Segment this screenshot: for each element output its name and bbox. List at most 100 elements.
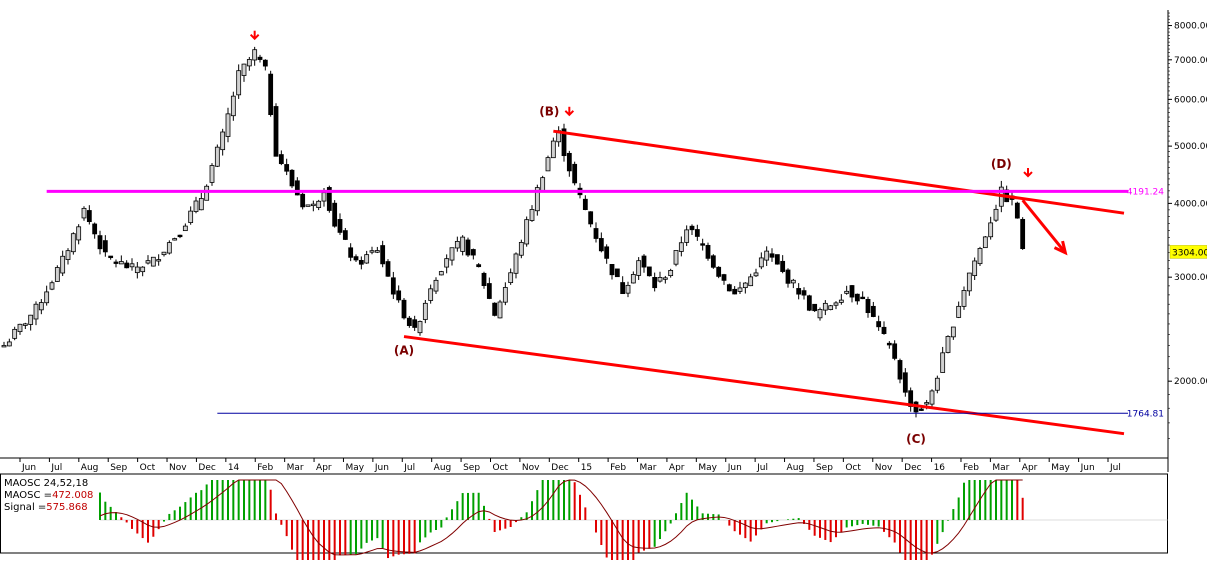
down-arrow-marker (1023, 171, 1033, 178)
candle-body (849, 285, 855, 298)
candle-body (780, 260, 786, 272)
candle-body (289, 169, 295, 187)
candle-body (940, 352, 946, 373)
time-tick-label: Aug (81, 463, 99, 473)
time-tick-label: Jul (1109, 463, 1121, 473)
candle-body (177, 234, 183, 238)
candle-body (326, 187, 332, 211)
candle-body (65, 250, 71, 260)
time-tick-label: Feb (963, 463, 979, 473)
candle-body (81, 207, 87, 219)
candle-body (113, 261, 119, 264)
time-tick-label: Jul (403, 463, 415, 473)
candle-body (428, 288, 434, 301)
candle-body (49, 282, 55, 290)
candle-body (865, 298, 871, 314)
candle-body (902, 372, 908, 393)
candle-body (801, 290, 807, 296)
candle-body (6, 341, 12, 347)
candle-body (129, 263, 135, 268)
candle-body (108, 255, 114, 259)
candle-body (796, 288, 802, 295)
candle-body (300, 193, 306, 208)
candle-body (145, 260, 151, 264)
time-tick-label: 15 (581, 463, 592, 473)
candle-body (182, 225, 188, 232)
candle-body (785, 269, 791, 284)
candle-body (764, 250, 770, 261)
candle-body (454, 241, 460, 249)
price-tick-label: 8000.00 (1174, 22, 1207, 32)
candle-body (214, 146, 220, 167)
candle-body (278, 154, 284, 165)
candle-body (412, 319, 418, 328)
candle-body (582, 198, 588, 210)
time-tick-label: Jun (1080, 463, 1095, 473)
candle-body (790, 279, 796, 284)
candle-body (817, 309, 823, 319)
candle-body (209, 165, 215, 183)
candle-body (950, 326, 956, 338)
candle-body (22, 323, 28, 326)
candle-body (369, 250, 375, 253)
candle-body (502, 287, 508, 303)
candle-body (257, 56, 263, 60)
chart-overlays: 4191.24 1764.81 (A) (B) (C) (D) (46, 30, 1164, 446)
candle-body (726, 284, 732, 292)
price-axis: 2000.00 3000.00 4000.00 5000.00 6000.00 7000.… (1167, 10, 1207, 472)
candle-body (769, 253, 775, 258)
candle-body (321, 192, 327, 202)
candle-body (316, 200, 322, 208)
candle-body (630, 274, 636, 284)
candle-body (972, 260, 978, 277)
candle-body (353, 256, 359, 261)
candle-body (534, 187, 540, 212)
candle-body (641, 255, 647, 268)
candle-body (70, 233, 76, 253)
candle-body (97, 235, 103, 250)
indicator-title: MAOSC 24,52,18 (4, 478, 89, 489)
candle-body (961, 290, 967, 307)
candle-body (870, 305, 876, 317)
candle-body (252, 49, 258, 61)
candle-body (716, 266, 722, 277)
candle-body (44, 291, 50, 304)
candle-body (417, 321, 423, 334)
candle-body (348, 247, 354, 258)
candle-body (566, 152, 572, 172)
channel-lower-line (403, 335, 1125, 436)
time-tick-label: 14 (228, 463, 240, 473)
candle-body (838, 299, 844, 303)
candle-body (342, 230, 348, 240)
time-tick-label: Feb (610, 463, 626, 473)
price-tick-label: 7000.00 (1174, 56, 1207, 66)
time-tick-label: Dec (551, 463, 568, 473)
candle-body (977, 248, 983, 265)
candle-body (161, 251, 167, 256)
candle-body (508, 272, 514, 284)
candle-body (60, 255, 66, 274)
candle-body (924, 402, 930, 405)
candle-body (118, 261, 124, 265)
time-tick-label: Nov (875, 463, 893, 473)
candle-body (358, 259, 364, 265)
candle-body (193, 200, 199, 212)
candle-body (721, 274, 727, 281)
candle-body (636, 260, 642, 276)
candle-body (470, 249, 476, 256)
candle-body (561, 128, 567, 157)
candle-body (38, 302, 44, 311)
time-tick-label: Jul (50, 463, 62, 473)
candle-body (188, 210, 194, 223)
candle-body (497, 301, 503, 319)
time-tick-label: Mar (287, 463, 304, 473)
price-tick-label: 6000.00 (1174, 95, 1207, 105)
time-tick-label: Apr (1022, 463, 1038, 473)
candle-body (268, 73, 274, 116)
candle-body (540, 177, 546, 192)
signal-line (99, 479, 1023, 556)
candle-body (284, 164, 290, 172)
indicator-frame (0, 473, 1168, 554)
time-tick-label: Jun (727, 463, 742, 473)
